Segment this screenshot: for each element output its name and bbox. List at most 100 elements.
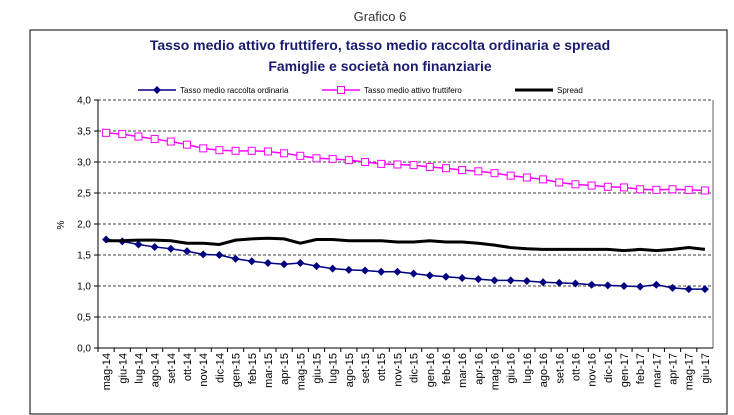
series-marker — [458, 273, 467, 282]
chart-subtitle: Famiglie e società non finanziarie — [268, 58, 491, 74]
series-marker — [183, 140, 192, 149]
series-marker — [571, 279, 580, 288]
legend-label: Spread — [557, 86, 583, 95]
series-marker — [700, 186, 709, 195]
series-marker — [166, 137, 175, 146]
x-tick-label: set-15 — [360, 353, 372, 384]
series-marker — [183, 247, 192, 256]
y-tick-label: 0,0 — [77, 344, 91, 355]
x-tick-label: ott-16 — [570, 353, 582, 381]
series-marker — [668, 283, 677, 292]
series-marker — [296, 259, 305, 268]
series-marker — [150, 242, 159, 251]
series-marker — [215, 251, 224, 259]
x-tick-label: gen-15 — [231, 353, 243, 387]
series-marker — [458, 166, 467, 175]
legend-label: Tasso medio attivo fruttifero — [364, 86, 462, 95]
series-marker — [539, 175, 548, 184]
x-tick-label: giu-15 — [311, 353, 323, 384]
x-tick-label: dic-16 — [603, 353, 615, 383]
x-tick-label: giu-16 — [506, 353, 518, 384]
figure-header: Grafico 6 — [354, 9, 407, 24]
x-tick-label: lug-15 — [328, 353, 340, 384]
x-tick-label: lug-14 — [133, 353, 145, 384]
x-tick-label: set-14 — [166, 353, 178, 384]
series-marker — [603, 281, 612, 290]
series-marker — [393, 160, 402, 169]
series-marker — [603, 182, 612, 191]
x-tick-label: mag-16 — [490, 353, 502, 390]
y-tick-label: 2,0 — [77, 220, 91, 231]
x-tick-label: mar-15 — [263, 353, 275, 388]
series-marker — [134, 132, 143, 141]
series-marker — [118, 130, 127, 139]
y-tick-label: 3,5 — [77, 127, 91, 138]
series-marker — [361, 158, 370, 166]
series-marker — [474, 275, 483, 284]
x-tick-label: gen-16 — [425, 353, 437, 387]
x-tick-label: giu-14 — [117, 353, 129, 384]
y-tick-label: 1,0 — [77, 282, 91, 293]
series-marker — [652, 185, 661, 194]
x-tick-label: mar-16 — [457, 353, 469, 388]
series-marker — [587, 280, 596, 289]
x-tick-label: ott-14 — [182, 353, 194, 381]
series-marker — [377, 267, 386, 276]
series-marker — [215, 146, 224, 155]
series-marker — [684, 185, 693, 194]
x-tick-label: nov-14 — [198, 353, 210, 387]
series-marker — [441, 164, 450, 173]
series-marker — [474, 167, 483, 176]
series-marker — [199, 144, 208, 153]
series-marker — [587, 181, 596, 190]
series-marker — [490, 169, 499, 178]
x-tick-label: feb-15 — [247, 353, 259, 384]
x-tick-label: gen-17 — [619, 353, 631, 387]
x-tick-label: ago-16 — [538, 353, 550, 387]
series-marker — [441, 272, 450, 281]
series-marker — [668, 185, 677, 194]
series-marker — [409, 161, 418, 170]
x-tick-label: feb-17 — [635, 353, 647, 384]
legend-label: Tasso medio raccolta ordinaria — [180, 86, 289, 95]
x-tick-label: feb-16 — [441, 353, 453, 384]
series-marker — [409, 269, 418, 278]
series-marker — [377, 159, 386, 168]
chart-frame — [29, 29, 728, 415]
y-tick-label: 1,5 — [77, 251, 91, 262]
x-tick-label: mag-17 — [684, 353, 696, 390]
y-tick-label: 3,0 — [77, 158, 91, 169]
series-marker — [280, 260, 289, 269]
series-marker — [231, 146, 240, 155]
series-marker — [684, 285, 693, 294]
y-axis-label: % — [56, 220, 67, 229]
series-marker — [280, 149, 289, 158]
x-tick-label: lug-16 — [522, 353, 534, 384]
series-marker — [296, 151, 305, 160]
x-tick-label: ago-15 — [344, 353, 356, 387]
x-tick-label: ott-15 — [376, 353, 388, 381]
x-tick-label: mag-15 — [295, 353, 307, 390]
series-marker — [263, 259, 272, 268]
series-marker — [393, 267, 402, 276]
series-marker — [361, 266, 370, 275]
series-marker — [344, 265, 353, 274]
series-marker — [134, 240, 143, 249]
series-marker — [328, 264, 337, 273]
series-line — [106, 238, 705, 290]
series-marker — [652, 280, 661, 289]
series-marker — [619, 282, 628, 290]
series-marker — [344, 156, 353, 165]
y-tick-label: 0,5 — [77, 313, 91, 324]
series-marker — [425, 162, 434, 171]
series-marker — [199, 250, 208, 259]
series-marker — [102, 128, 111, 137]
series-marker — [247, 146, 256, 155]
series-marker — [231, 254, 240, 263]
series-marker — [619, 183, 628, 192]
x-tick-label: mag-14 — [101, 353, 113, 390]
series-marker — [312, 154, 321, 163]
x-tick-label: apr-17 — [668, 353, 680, 385]
x-tick-label: dic-14 — [214, 353, 226, 383]
